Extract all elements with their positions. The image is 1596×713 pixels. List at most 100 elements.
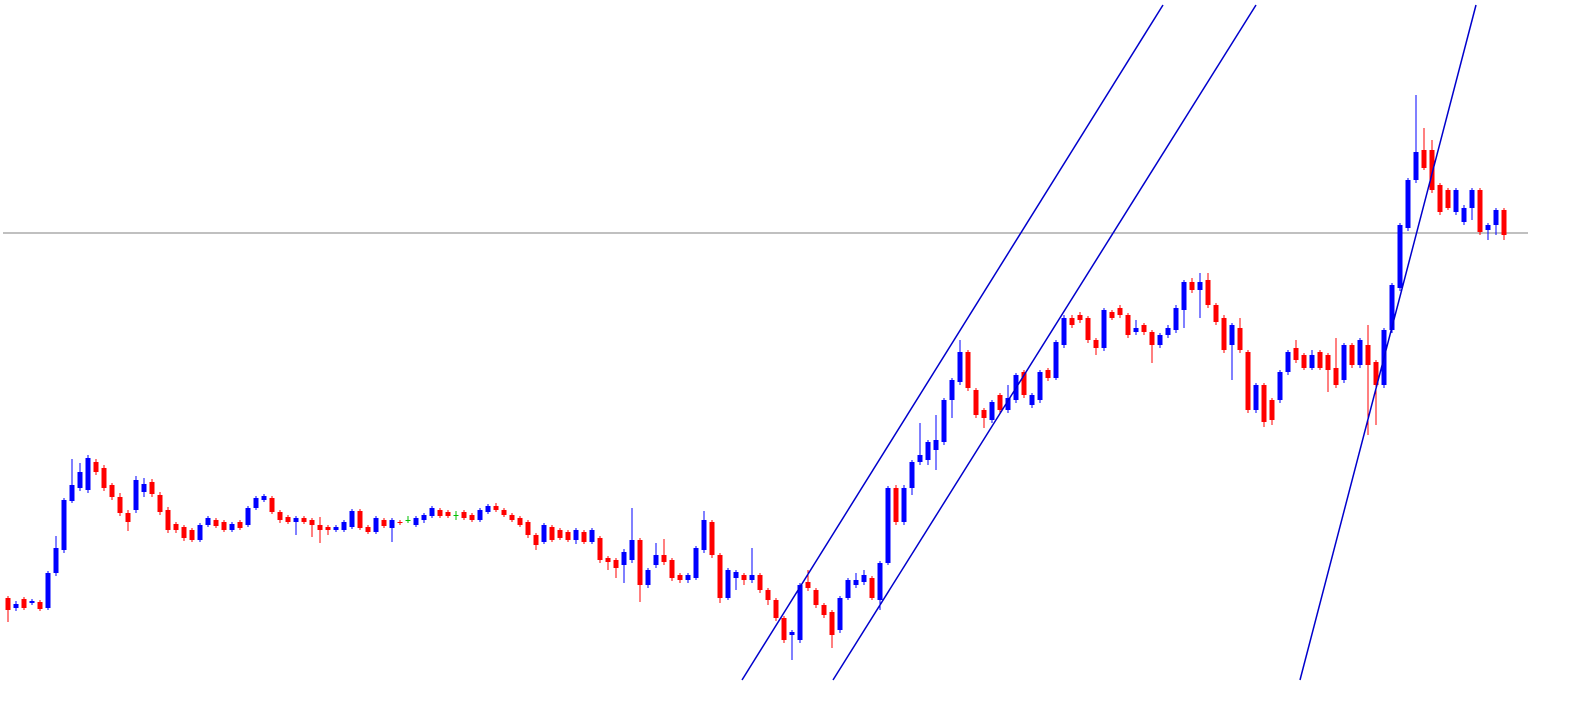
- candle-body: [1125, 315, 1131, 335]
- trendline: [741, 4, 1164, 681]
- candle-body: [357, 511, 363, 528]
- candle-body: [1397, 225, 1403, 288]
- candle-body: [1173, 308, 1179, 330]
- candle-body: [509, 515, 515, 520]
- candle-body: [1429, 150, 1435, 190]
- candle-body: [1229, 325, 1235, 345]
- candle-body: [813, 590, 819, 605]
- candle-body: [117, 497, 123, 513]
- candle-body: [997, 395, 1003, 410]
- candle-body: [101, 468, 107, 488]
- candle-body: [701, 520, 707, 550]
- candle-body: [1053, 342, 1059, 378]
- candle-body: [397, 522, 403, 523]
- candle-body: [261, 496, 267, 500]
- trendline: [1299, 4, 1477, 681]
- candle-body: [205, 518, 211, 525]
- candle-body: [957, 352, 963, 382]
- candle-body: [1285, 352, 1291, 372]
- candle-body: [1133, 328, 1139, 332]
- candle-body: [77, 472, 83, 488]
- candle-body: [1349, 345, 1355, 365]
- candle-body: [1149, 332, 1155, 345]
- candle-body: [717, 555, 723, 598]
- candle-body: [517, 518, 523, 525]
- candle-body: [1309, 355, 1315, 368]
- candle-body: [613, 560, 619, 568]
- candle-body: [1453, 190, 1459, 212]
- candle-body: [93, 462, 99, 472]
- candle-body: [333, 527, 339, 530]
- candle-body: [1245, 352, 1251, 410]
- candle-body: [661, 555, 667, 562]
- candle-body: [157, 495, 163, 512]
- candle-body: [629, 540, 635, 560]
- candle-body: [965, 352, 971, 388]
- candle-body: [141, 484, 147, 492]
- candle-body: [725, 570, 731, 598]
- candle-body: [1493, 210, 1499, 225]
- candle-body: [37, 602, 43, 609]
- candle-body: [173, 524, 179, 530]
- candle-body: [1317, 352, 1323, 368]
- candle-body: [1181, 282, 1187, 310]
- candle-body: [1293, 348, 1299, 360]
- candle-body: [437, 510, 443, 516]
- candle-body: [245, 508, 251, 525]
- candle-body: [1157, 335, 1163, 345]
- candle-body: [269, 498, 275, 512]
- candle-body: [941, 400, 947, 442]
- candle-body: [925, 442, 931, 460]
- candle-body: [917, 455, 923, 462]
- candle-body: [1093, 340, 1099, 348]
- candle-body: [429, 508, 435, 516]
- candle-body: [677, 575, 683, 580]
- candle-body: [421, 515, 427, 520]
- candle-body: [365, 527, 371, 532]
- candle-body: [669, 560, 675, 578]
- candle-body: [1253, 385, 1259, 410]
- candle-body: [565, 532, 571, 540]
- candle-body: [405, 520, 411, 521]
- candle-body: [485, 506, 491, 512]
- candle-body: [125, 513, 131, 522]
- candle-body: [1197, 282, 1203, 290]
- candle-body: [1237, 328, 1243, 350]
- candle-body: [181, 527, 187, 538]
- candle-body: [773, 600, 779, 618]
- candle-body: [381, 520, 387, 526]
- candle-body: [373, 518, 379, 532]
- candle-body: [85, 458, 91, 490]
- candle-body: [949, 380, 955, 400]
- candle-body: [525, 522, 531, 535]
- candle-body: [325, 527, 331, 530]
- candle-body: [885, 488, 891, 563]
- candle-body: [389, 520, 395, 528]
- candle-body: [605, 558, 611, 562]
- candle-body: [837, 598, 843, 630]
- candle-body: [1405, 180, 1411, 228]
- candle-body: [149, 482, 155, 494]
- candle-body: [533, 535, 539, 545]
- candle-body: [893, 488, 899, 522]
- candle-body: [1213, 305, 1219, 322]
- candle-body: [1485, 225, 1491, 230]
- candle-body: [973, 390, 979, 415]
- candle-body: [69, 485, 75, 501]
- candle-body: [133, 480, 139, 510]
- candle-body: [1445, 190, 1451, 208]
- candle-body: [453, 515, 459, 516]
- candle-body: [1437, 185, 1443, 212]
- candle-body: [53, 548, 59, 573]
- candle-body: [1413, 152, 1419, 180]
- candle-body: [493, 506, 499, 510]
- candle-body: [1269, 400, 1275, 420]
- candle-body: [805, 582, 811, 588]
- candle-body: [757, 575, 763, 590]
- candle-body: [109, 485, 115, 497]
- candle-body: [45, 573, 51, 608]
- candle-body: [197, 525, 203, 540]
- candle-body: [549, 527, 555, 540]
- candle-body: [1077, 315, 1083, 320]
